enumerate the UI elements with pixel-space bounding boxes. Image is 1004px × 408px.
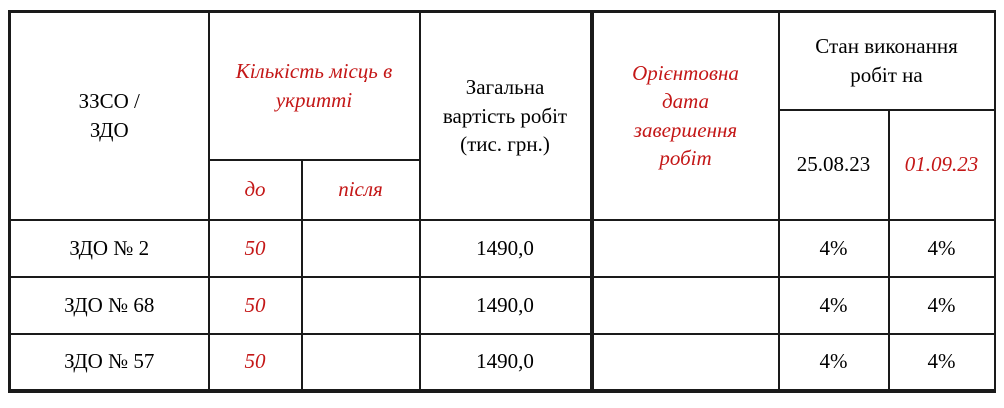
table-row: ЗДО № 2 50 1490,0 4% 4% — [8, 218, 996, 278]
header-total-cost: Загальна вартість робіт (тис. грн.) — [418, 10, 593, 221]
progress-25-08-value: 4% — [777, 218, 890, 278]
header-row-1: ЗЗСО / ЗДО Кількість місць в укритті Заг… — [8, 10, 996, 221]
header-places-after: після — [300, 158, 421, 221]
header-shelter-capacity: Кількість місць в укритті — [207, 10, 421, 161]
completion-date-value — [589, 275, 780, 335]
places-after-value — [300, 218, 421, 278]
progress-25-08-value: 4% — [777, 332, 890, 392]
total-cost-value: 1490,0 — [418, 275, 593, 335]
school-name: ЗДО № 2 — [8, 218, 210, 278]
header-places-before: до — [207, 158, 303, 221]
header-row-3: до після — [10, 158, 995, 221]
header-school-column: ЗЗСО / ЗДО — [8, 10, 210, 221]
places-before-value: 50 — [207, 332, 303, 392]
completion-date-value — [589, 332, 780, 392]
places-after-value — [300, 275, 421, 335]
school-name: ЗДО № 68 — [8, 275, 210, 335]
places-before-value: 50 — [207, 218, 303, 278]
header-progress-state: Стан виконання робіт на — [777, 10, 996, 111]
table-row: ЗДО № 57 50 1490,0 4% 4% — [8, 332, 996, 392]
total-cost-value: 1490,0 — [418, 218, 593, 278]
school-name: ЗДО № 57 — [8, 332, 210, 392]
progress-01-09-value: 4% — [887, 332, 996, 392]
progress-01-09-value: 4% — [887, 218, 996, 278]
total-cost-value: 1490,0 — [418, 332, 593, 392]
header-date-01-09: 01.09.23 — [887, 108, 996, 221]
header-row-2: 25.08.23 01.09.23 — [10, 108, 996, 221]
places-before-value: 50 — [207, 275, 303, 335]
table-row: ЗДО № 68 50 1490,0 4% 4% — [8, 275, 996, 335]
places-after-value — [300, 332, 421, 392]
progress-25-08-value: 4% — [777, 275, 890, 335]
completion-date-value — [589, 218, 780, 278]
progress-01-09-value: 4% — [887, 275, 996, 335]
header-date-25-08: 25.08.23 — [777, 108, 890, 221]
shelter-works-table: ЗЗСО / ЗДО Кількість місць в укритті Заг… — [8, 10, 996, 393]
header-completion-date: Орієнтовна дата завершення робіт — [589, 10, 780, 221]
